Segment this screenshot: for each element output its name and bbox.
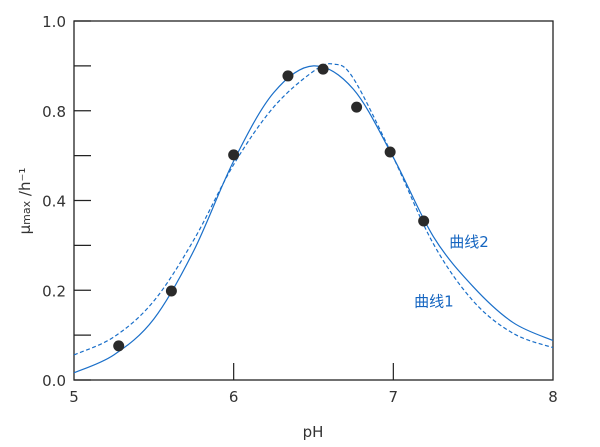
data-point <box>282 70 294 82</box>
data-point <box>113 340 125 352</box>
plot-frame <box>73 20 554 381</box>
curves <box>73 63 554 374</box>
y-tick-label: 0.4 <box>42 193 66 211</box>
x-tick-label: 6 <box>229 388 239 406</box>
data-point <box>165 285 177 297</box>
x-axis-label: pH <box>303 423 324 441</box>
y-axis-label: μmax /h⁻¹ <box>16 168 34 235</box>
labels: pH μmax /h⁻¹ 曲线2 曲线1 <box>16 168 489 441</box>
y-tick-label: 0.2 <box>42 282 66 300</box>
curve-label: 曲线1 <box>414 292 454 310</box>
x-tick-label: 5 <box>69 388 79 406</box>
series-line-2 <box>73 63 554 356</box>
data-point <box>418 215 430 227</box>
curve-label: 曲线2 <box>449 233 489 251</box>
data-point <box>228 149 240 161</box>
data-points <box>113 63 430 352</box>
y-tick-label: 1.0 <box>42 13 66 31</box>
y-tick-label: 0.8 <box>42 103 66 121</box>
data-point <box>317 63 329 75</box>
data-point <box>384 146 396 158</box>
x-tick-label: 7 <box>389 388 399 406</box>
series-line-1 <box>73 65 554 374</box>
x-tick-label: 8 <box>548 388 558 406</box>
axes: 0.0 0.2 0.4 0.8 1.0 5 6 7 8 <box>42 13 558 406</box>
y-tick-label: 0.0 <box>42 372 66 390</box>
data-point <box>351 101 363 113</box>
